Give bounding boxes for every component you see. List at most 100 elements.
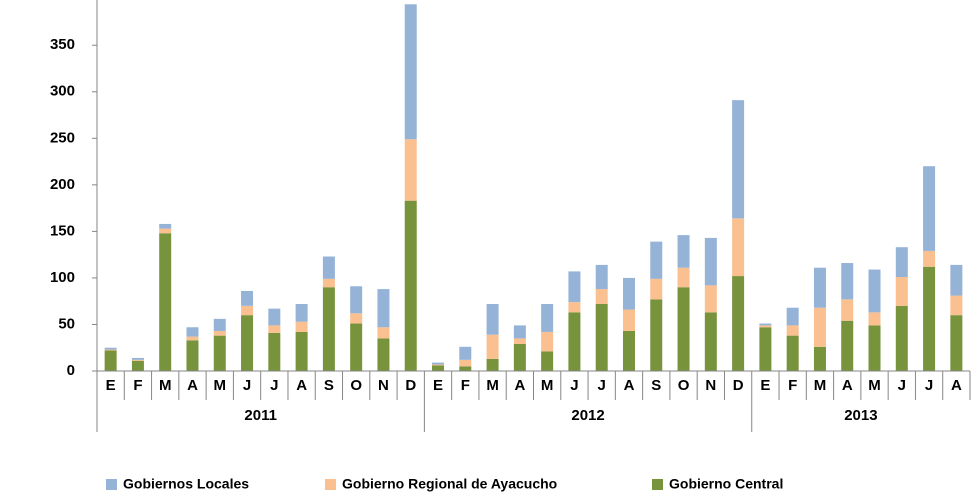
bar-segment xyxy=(213,318,226,331)
x-tick-label: S xyxy=(651,377,661,394)
bar-segment xyxy=(541,303,554,332)
bar-segment xyxy=(595,289,608,304)
bar-segment xyxy=(813,346,826,371)
bar-segment xyxy=(923,166,936,251)
bar-segment xyxy=(322,278,335,288)
bar-segment xyxy=(923,266,936,371)
bar-segment xyxy=(432,362,445,365)
bar-segment xyxy=(486,303,499,335)
bar-segment xyxy=(104,347,117,350)
bar-segment xyxy=(404,200,417,371)
legend-label: Gobierno Central xyxy=(669,476,783,492)
bar-segment xyxy=(404,4,417,140)
bar-segment xyxy=(950,295,963,316)
y-tick-label: 100 xyxy=(50,269,75,286)
y-tick-label: 200 xyxy=(50,176,75,193)
bar-segment xyxy=(841,299,854,321)
bar-segment xyxy=(322,287,335,371)
bar-segment xyxy=(541,331,554,352)
bar-segment xyxy=(241,290,254,306)
bar-segment xyxy=(459,359,472,367)
bar-segment xyxy=(350,286,363,314)
x-tick-label: E xyxy=(106,377,116,394)
x-tick-label: J xyxy=(898,377,906,394)
y-tick-label: 50 xyxy=(58,315,75,332)
bar-segment xyxy=(541,351,554,371)
x-tick-label: J xyxy=(570,377,578,394)
bar-segment xyxy=(486,334,499,359)
bar-segment xyxy=(868,325,881,371)
bar-segment xyxy=(568,312,581,371)
bar-segment xyxy=(732,218,745,277)
bar-segment xyxy=(159,223,172,229)
legend-swatch xyxy=(106,479,117,490)
bar-segment xyxy=(895,305,908,371)
year-label: 2013 xyxy=(844,407,877,424)
bar-segment xyxy=(677,267,690,288)
bar-segment xyxy=(377,327,390,339)
bar-segment xyxy=(241,315,254,371)
bar-segment xyxy=(268,325,281,333)
bar-segment xyxy=(350,313,363,324)
bar-segment xyxy=(377,289,390,328)
bar-segment xyxy=(813,307,826,347)
bar-segment xyxy=(213,330,226,336)
y-tick-label: 0 xyxy=(67,362,75,379)
bar-segment xyxy=(813,267,826,308)
bar-segment xyxy=(513,344,526,371)
bar-segment xyxy=(677,235,690,268)
bar-segment xyxy=(650,278,663,300)
bar-segment xyxy=(595,264,608,290)
bar-segment xyxy=(704,285,717,313)
bar-segment xyxy=(268,332,281,371)
x-tick-label: J xyxy=(925,377,933,394)
bar-segment xyxy=(841,320,854,371)
x-tick-label: D xyxy=(733,377,744,394)
year-label: 2012 xyxy=(571,407,604,424)
bar-segment xyxy=(131,357,144,360)
bar-segment xyxy=(350,323,363,371)
bar-segment xyxy=(104,349,117,351)
bar-segment xyxy=(786,335,799,371)
bar-segment xyxy=(295,331,308,371)
bar-segment xyxy=(950,264,963,296)
x-tick-label: M xyxy=(541,377,554,394)
x-tick-label: O xyxy=(678,377,690,394)
x-tick-label: M xyxy=(814,377,827,394)
bar-segment xyxy=(622,277,635,310)
legend-label: Gobierno Regional de Ayacucho xyxy=(342,476,557,492)
bar-segment xyxy=(622,330,635,371)
bar-segment xyxy=(186,336,199,341)
x-tick-label: F xyxy=(133,377,142,394)
bar-segment xyxy=(295,303,308,322)
bar-segment xyxy=(732,100,745,219)
bar-segment xyxy=(186,340,199,371)
bar-segment xyxy=(704,237,717,286)
x-tick-label: A xyxy=(624,377,635,394)
x-tick-label: M xyxy=(486,377,499,394)
bar-segment xyxy=(131,359,144,361)
y-tick-label: 250 xyxy=(50,129,75,146)
x-tick-label: M xyxy=(159,377,172,394)
bar-segment xyxy=(268,308,281,326)
x-tick-label: F xyxy=(788,377,797,394)
bar-segment xyxy=(131,360,144,371)
x-tick-label: A xyxy=(187,377,198,394)
bar-segment xyxy=(677,287,690,371)
bar-segment xyxy=(513,325,526,339)
bar-segment xyxy=(841,263,854,300)
x-tick-label: J xyxy=(243,377,251,394)
bar-segment xyxy=(159,233,172,371)
x-tick-label: S xyxy=(324,377,334,394)
bar-segment xyxy=(759,327,772,371)
x-tick-label: O xyxy=(350,377,362,394)
year-label: 2011 xyxy=(244,407,277,424)
legend-swatch xyxy=(325,479,336,490)
y-tick-label: 300 xyxy=(50,83,75,100)
bar-segment xyxy=(241,305,254,316)
bar-segment xyxy=(186,327,199,337)
bar-segment xyxy=(895,276,908,306)
x-tick-label: N xyxy=(378,377,389,394)
bar-segment xyxy=(432,364,445,366)
legend-swatch xyxy=(652,479,663,490)
